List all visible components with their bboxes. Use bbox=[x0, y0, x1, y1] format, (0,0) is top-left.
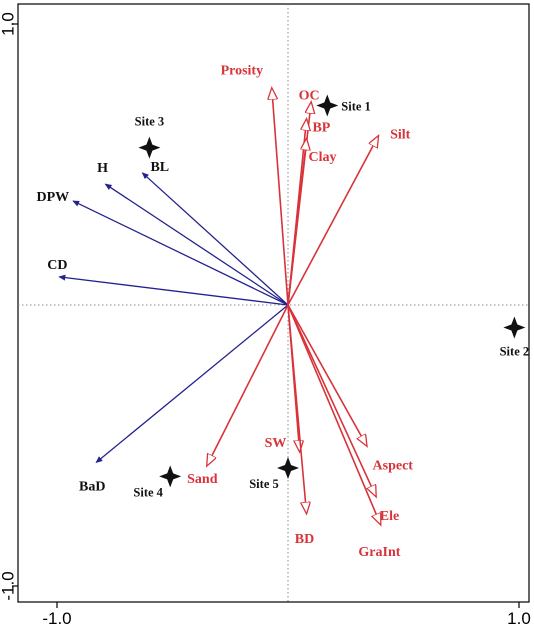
y-tick-label: 1.0 bbox=[0, 12, 17, 36]
x-tick-label: 1.0 bbox=[507, 609, 531, 628]
soil-vector-label-bd: BD bbox=[295, 532, 314, 547]
soil-vector-clay bbox=[287, 139, 306, 306]
soil-vector-label-bp: BP bbox=[312, 121, 330, 136]
soil-vector-bd bbox=[287, 304, 306, 513]
soil-vector-prosity bbox=[272, 89, 289, 306]
forest-vector-bl bbox=[141, 172, 289, 306]
soil-vector-silt bbox=[287, 136, 378, 306]
forest-vector-label-cd: CD bbox=[47, 258, 67, 273]
soil-vector-label-ele: Ele bbox=[380, 509, 399, 524]
forest-vector-label-bad: BaD bbox=[79, 479, 105, 494]
forest-vector-label-h: H bbox=[97, 161, 108, 176]
soil-vector-label-sw: SW bbox=[265, 436, 287, 451]
soil-vector-label-silt: Silt bbox=[390, 127, 411, 142]
site-marker-site-3 bbox=[138, 136, 161, 159]
soil-vector-ele bbox=[287, 304, 376, 496]
soil-vector-graint bbox=[287, 304, 380, 524]
y-axis-ticks: 1.0 -1.0 bbox=[0, 12, 18, 601]
soil-vector-label-prosity: Prosity bbox=[221, 64, 264, 79]
soil-vector-sand bbox=[207, 304, 289, 465]
forest-vector-dpw bbox=[72, 200, 289, 306]
site-label-site-5: Site 5 bbox=[249, 477, 279, 491]
site-label-site-2: Site 2 bbox=[500, 344, 530, 358]
forest-vector-label-bl: BL bbox=[150, 160, 169, 175]
soil-vector-label-aspect: Aspect bbox=[373, 459, 414, 474]
soil-vector-series: Prosity OC BP Clay Silt SW Sand BD Aspect Ele GraI… bbox=[187, 64, 413, 561]
forest-vector-h bbox=[104, 183, 289, 306]
x-axis-ticks: -1.0 1.0 bbox=[42, 602, 531, 628]
site-marker-site-4 bbox=[159, 465, 182, 488]
x-tick-label: -1.0 bbox=[42, 609, 71, 628]
soil-vector-label-sand: Sand bbox=[187, 472, 218, 487]
forest-vector-cd bbox=[58, 274, 289, 306]
soil-vector-label-graint: GraInt bbox=[358, 545, 400, 560]
site-marker-site-5 bbox=[277, 456, 299, 479]
y-tick-label: -1.0 bbox=[0, 571, 17, 600]
forest-vector-series: H BL DPW CD BaD bbox=[36, 160, 289, 494]
soil-vector-aspect bbox=[287, 304, 367, 446]
soil-vector-label-oc: OC bbox=[299, 89, 320, 104]
forest-vector-label-dpw: DPW bbox=[36, 190, 69, 205]
site-marker-site-1 bbox=[316, 94, 339, 117]
soil-vector-label-clay: Clay bbox=[308, 150, 336, 165]
forest-vector-bad bbox=[95, 304, 289, 463]
site-label-site-1: Site 1 bbox=[341, 99, 371, 113]
site-label-site-4: Site 4 bbox=[133, 485, 163, 499]
plot-frame bbox=[17, 3, 530, 603]
site-points: Site 1 Site 2 Site 3 Site 4 Site 5 bbox=[133, 94, 529, 499]
site-marker-site-2 bbox=[503, 316, 526, 339]
site-label-site-3: Site 3 bbox=[135, 115, 165, 129]
